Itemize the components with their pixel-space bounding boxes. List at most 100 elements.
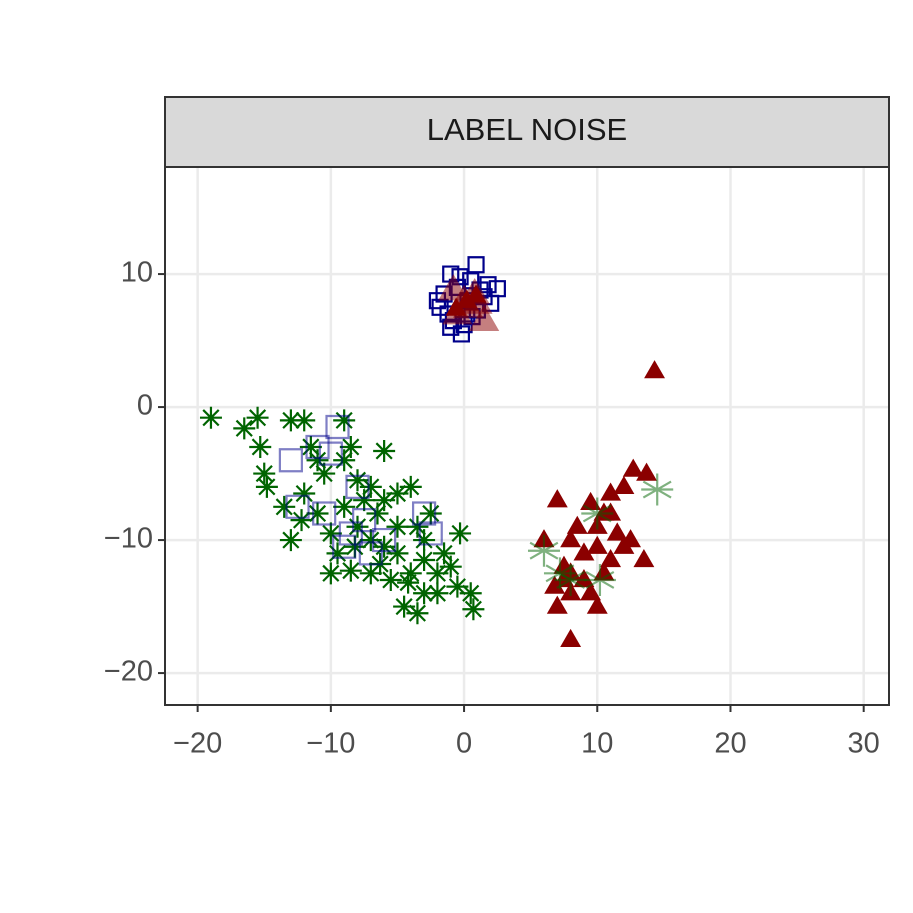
point — [413, 529, 436, 552]
point — [372, 527, 397, 553]
point — [305, 434, 330, 460]
point — [426, 582, 449, 605]
point — [419, 502, 442, 525]
point — [386, 515, 409, 538]
point — [306, 502, 329, 525]
x-tick-label: −20 — [173, 728, 222, 760]
point — [306, 449, 329, 472]
strip-title: LABEL NOISE — [427, 112, 627, 147]
point — [606, 522, 628, 541]
point — [332, 534, 357, 559]
point — [459, 582, 482, 605]
point — [319, 562, 342, 585]
point — [446, 575, 469, 598]
point — [462, 598, 485, 621]
point — [273, 495, 296, 518]
point — [249, 435, 272, 458]
point — [438, 274, 469, 301]
point — [278, 448, 303, 473]
point — [613, 475, 635, 495]
point — [546, 489, 568, 508]
point — [293, 482, 316, 505]
point — [586, 535, 608, 554]
y-tick-label: 10 — [121, 257, 153, 289]
point — [636, 462, 658, 481]
point — [326, 542, 349, 565]
point — [373, 535, 396, 558]
point — [413, 549, 436, 572]
point — [560, 628, 582, 647]
point — [346, 469, 369, 492]
point — [418, 521, 443, 546]
point — [333, 449, 356, 472]
point — [442, 265, 460, 283]
x-tick-label: 30 — [848, 728, 880, 760]
point — [479, 276, 497, 294]
point — [573, 568, 595, 588]
point — [346, 515, 369, 538]
point — [583, 563, 616, 596]
point — [379, 568, 402, 591]
point — [600, 549, 622, 568]
point — [600, 482, 622, 501]
point — [581, 497, 614, 530]
point — [366, 502, 389, 525]
point — [319, 522, 342, 545]
point — [449, 522, 472, 545]
point — [333, 495, 356, 518]
y-tick-label: 0 — [137, 390, 153, 422]
point — [279, 529, 302, 552]
point — [641, 473, 674, 506]
point — [246, 406, 269, 429]
point — [406, 602, 429, 625]
point — [255, 475, 278, 498]
point — [406, 515, 429, 538]
point — [399, 562, 422, 585]
x-tick-label: −10 — [306, 728, 355, 760]
x-tick-label: 0 — [456, 728, 472, 760]
point — [411, 501, 437, 526]
point — [293, 409, 316, 432]
point — [352, 508, 377, 533]
point — [452, 325, 470, 343]
point — [290, 509, 313, 532]
point — [633, 549, 655, 568]
point — [397, 571, 420, 594]
point — [313, 462, 336, 485]
point — [299, 435, 322, 458]
point — [339, 559, 362, 582]
point — [586, 595, 608, 614]
point — [426, 562, 449, 585]
point — [233, 417, 256, 440]
y-tick-label: −20 — [104, 656, 153, 688]
point — [333, 409, 356, 432]
point — [359, 529, 382, 552]
points — [199, 256, 674, 647]
point — [527, 534, 560, 567]
x-tick-label: 20 — [714, 728, 746, 760]
point — [462, 287, 493, 314]
point — [573, 542, 595, 561]
point — [312, 501, 337, 526]
point — [373, 489, 396, 512]
point — [580, 582, 602, 601]
point — [318, 441, 343, 466]
panel-border — [164, 166, 890, 706]
point — [199, 406, 222, 429]
point — [399, 475, 422, 498]
point — [345, 474, 370, 499]
point — [413, 582, 436, 605]
point — [373, 439, 396, 462]
point — [386, 482, 409, 505]
grid — [165, 167, 889, 705]
point — [644, 360, 665, 379]
point — [339, 435, 362, 458]
point — [358, 541, 383, 566]
point — [566, 515, 588, 534]
point — [622, 458, 644, 477]
point — [468, 304, 500, 332]
x-tick-label: 10 — [581, 728, 613, 760]
point — [428, 292, 447, 310]
point — [338, 521, 363, 546]
